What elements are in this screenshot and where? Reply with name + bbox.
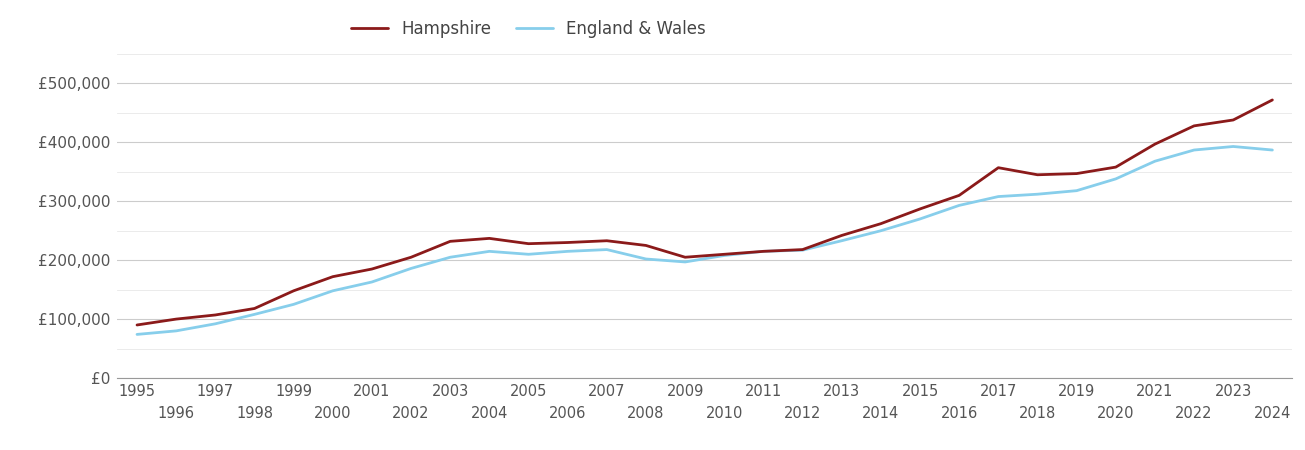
England & Wales: [1108, 176, 1124, 182]
Hampshire: [638, 243, 654, 248]
Line: England & Wales: England & Wales: [137, 147, 1272, 334]
Text: 2000: 2000: [315, 406, 351, 421]
Hampshire: [521, 241, 536, 247]
Line: Hampshire: Hampshire: [137, 100, 1272, 325]
England & Wales: [756, 249, 771, 254]
England & Wales: [951, 202, 967, 208]
England & Wales: [912, 216, 928, 222]
England & Wales: [129, 332, 145, 337]
Hampshire: [207, 312, 223, 318]
England & Wales: [599, 247, 615, 252]
Hampshire: [716, 252, 732, 257]
England & Wales: [638, 256, 654, 262]
England & Wales: [1225, 144, 1241, 149]
England & Wales: [247, 312, 262, 317]
Text: 2010: 2010: [706, 406, 743, 421]
England & Wales: [1069, 188, 1084, 194]
England & Wales: [1186, 147, 1202, 153]
Hampshire: [403, 255, 419, 260]
Hampshire: [1108, 164, 1124, 170]
England & Wales: [677, 259, 693, 265]
Hampshire: [1225, 117, 1241, 123]
Text: 2022: 2022: [1176, 406, 1212, 421]
Hampshire: [442, 238, 458, 244]
Hampshire: [1069, 171, 1084, 176]
Hampshire: [990, 165, 1006, 171]
Text: 2016: 2016: [941, 406, 977, 421]
England & Wales: [834, 238, 850, 243]
England & Wales: [560, 249, 576, 254]
England & Wales: [795, 248, 810, 253]
Hampshire: [1186, 123, 1202, 129]
Text: 1996: 1996: [158, 406, 194, 421]
Hampshire: [364, 266, 380, 272]
Text: 2014: 2014: [863, 406, 899, 421]
England & Wales: [364, 279, 380, 285]
Text: 2004: 2004: [471, 406, 508, 421]
England & Wales: [1265, 147, 1280, 153]
England & Wales: [1030, 192, 1045, 197]
Hampshire: [247, 306, 262, 311]
Text: 2012: 2012: [784, 406, 821, 421]
England & Wales: [286, 302, 301, 307]
Hampshire: [1147, 141, 1163, 147]
Hampshire: [168, 316, 184, 322]
Hampshire: [1030, 172, 1045, 177]
England & Wales: [990, 194, 1006, 199]
Text: 2006: 2006: [549, 406, 586, 421]
England & Wales: [168, 328, 184, 333]
England & Wales: [325, 288, 341, 293]
Text: 2002: 2002: [393, 406, 429, 421]
Text: 2020: 2020: [1098, 406, 1134, 421]
Hampshire: [325, 274, 341, 279]
Legend: Hampshire, England & Wales: Hampshire, England & Wales: [351, 20, 706, 38]
England & Wales: [442, 255, 458, 260]
England & Wales: [482, 249, 497, 254]
Hampshire: [834, 233, 850, 238]
Hampshire: [677, 255, 693, 260]
Hampshire: [756, 249, 771, 254]
Hampshire: [951, 193, 967, 198]
Hampshire: [286, 288, 301, 293]
Text: 2024: 2024: [1254, 406, 1291, 421]
England & Wales: [873, 228, 889, 234]
Text: 1998: 1998: [236, 406, 273, 421]
England & Wales: [1147, 158, 1163, 164]
England & Wales: [716, 253, 732, 258]
Hampshire: [482, 236, 497, 241]
England & Wales: [403, 266, 419, 271]
Text: 2018: 2018: [1019, 406, 1056, 421]
Hampshire: [912, 206, 928, 211]
Hampshire: [599, 238, 615, 243]
Hampshire: [795, 247, 810, 252]
Hampshire: [873, 221, 889, 226]
Hampshire: [1265, 97, 1280, 103]
England & Wales: [521, 252, 536, 257]
England & Wales: [207, 321, 223, 327]
Hampshire: [560, 240, 576, 245]
Text: 2008: 2008: [628, 406, 664, 421]
Hampshire: [129, 322, 145, 328]
